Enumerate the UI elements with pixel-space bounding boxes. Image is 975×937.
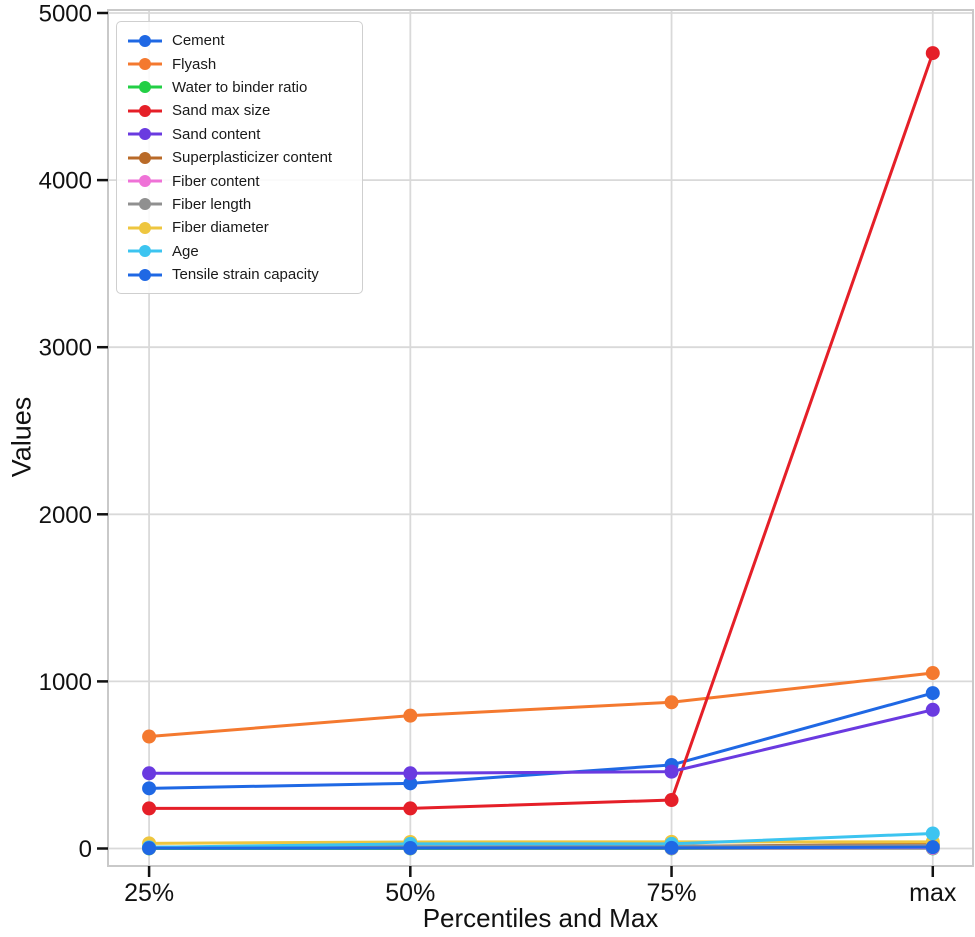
series-point-cement (925, 686, 940, 701)
legend-item-label: Cement (172, 32, 225, 50)
legend-item-label: Sand content (172, 125, 261, 143)
legend-item-tensile-strain-capacity: Tensile strain capacity (127, 263, 352, 286)
series-line-cement (149, 691, 934, 790)
legend-item-label: Fiber diameter (172, 219, 269, 237)
series-line-age (149, 831, 933, 849)
y-tick-label: 5000 (39, 1, 92, 28)
series-point-tensile-strain-capacity (925, 840, 940, 855)
y-axis-title: Values (6, 396, 37, 478)
series-line-sand-max-size (149, 52, 935, 810)
x-tick-label: 50% (385, 879, 435, 907)
legend-line-marker-icon (128, 151, 162, 164)
legend-item-superplasticizer-content: Superplasticizer content (127, 146, 352, 169)
series-line-tensile-strain-capacity (149, 845, 933, 850)
series-point-sand-content (142, 766, 157, 781)
legend-item-fiber-length: Fiber length (127, 193, 352, 216)
legend-line-marker-icon (128, 34, 162, 47)
legend-item-label: Fiber length (172, 195, 252, 213)
legend-item-cement: Cement (127, 29, 352, 52)
series-point-tensile-strain-capacity (142, 841, 157, 856)
series-point-tensile-strain-capacity (664, 840, 679, 855)
legend-item-water-to-binder-ratio: Water to binder ratio (127, 76, 352, 99)
series-point-cement (403, 776, 418, 791)
series-point-sand-max-size (403, 801, 418, 816)
series-line-sand-content (149, 708, 934, 775)
series-point-cement (142, 781, 157, 796)
legend-line-marker-icon (128, 245, 162, 258)
legend-item-label: Fiber content (172, 172, 260, 190)
series-point-flyash (142, 729, 157, 744)
y-tick-label: 2000 (39, 502, 92, 529)
legend-line-marker-icon (128, 175, 162, 188)
legend-item-label: Tensile strain capacity (172, 266, 319, 284)
series-point-sand-max-size (142, 801, 157, 816)
series-point-age (925, 826, 940, 841)
legend-line-marker-icon (128, 128, 162, 141)
legend-line-marker-icon (128, 81, 162, 94)
y-tick-label: 1000 (39, 669, 92, 696)
legend-item-age: Age (127, 240, 352, 263)
series-point-tensile-strain-capacity (403, 840, 418, 855)
series-point-flyash (403, 708, 418, 723)
legend-item-label: Superplasticizer content (172, 149, 333, 167)
series-point-sand-content (403, 766, 418, 781)
series-point-flyash (664, 695, 679, 710)
legend-item-sand-max-size: Sand max size (127, 99, 352, 122)
legend-item-sand-content: Sand content (127, 123, 352, 146)
legend: Cement Flyash Water to binder ratio Sand ma… (116, 21, 363, 295)
legend-item-label: Flyash (172, 55, 217, 73)
series-point-sand-content (664, 764, 679, 779)
legend-item-label: Water to binder ratio (172, 78, 308, 96)
series-point-flyash (925, 666, 940, 681)
plot-border (107, 9, 974, 867)
legend-item-label: Sand max size (172, 102, 271, 120)
legend-line-marker-icon (128, 104, 162, 117)
series-line-fiber-diameter (149, 840, 933, 845)
legend-line-marker-icon (128, 268, 162, 281)
y-tick-label: 3000 (39, 335, 92, 362)
legend-line-marker-icon (128, 198, 162, 211)
series-line-flyash (148, 671, 933, 739)
series-point-sand-content (925, 702, 940, 717)
legend-item-fiber-diameter: Fiber diameter (127, 216, 352, 239)
legend-line-marker-icon (128, 58, 162, 71)
x-tick-label: 25% (124, 879, 174, 907)
x-tick-label: 75% (647, 879, 697, 907)
x-axis-title: Percentiles and Max (422, 903, 659, 933)
x-tick-label: max (909, 879, 957, 907)
y-tick-label: 0 (79, 836, 92, 863)
legend-item-label: Age (172, 242, 199, 260)
series-point-sand-max-size (664, 793, 679, 808)
legend-line-marker-icon (128, 221, 162, 234)
legend-item-flyash: Flyash (127, 52, 352, 75)
series-point-sand-max-size (925, 46, 940, 61)
y-tick-label: 4000 (39, 168, 92, 195)
legend-item-fiber-content: Fiber content (127, 169, 352, 192)
